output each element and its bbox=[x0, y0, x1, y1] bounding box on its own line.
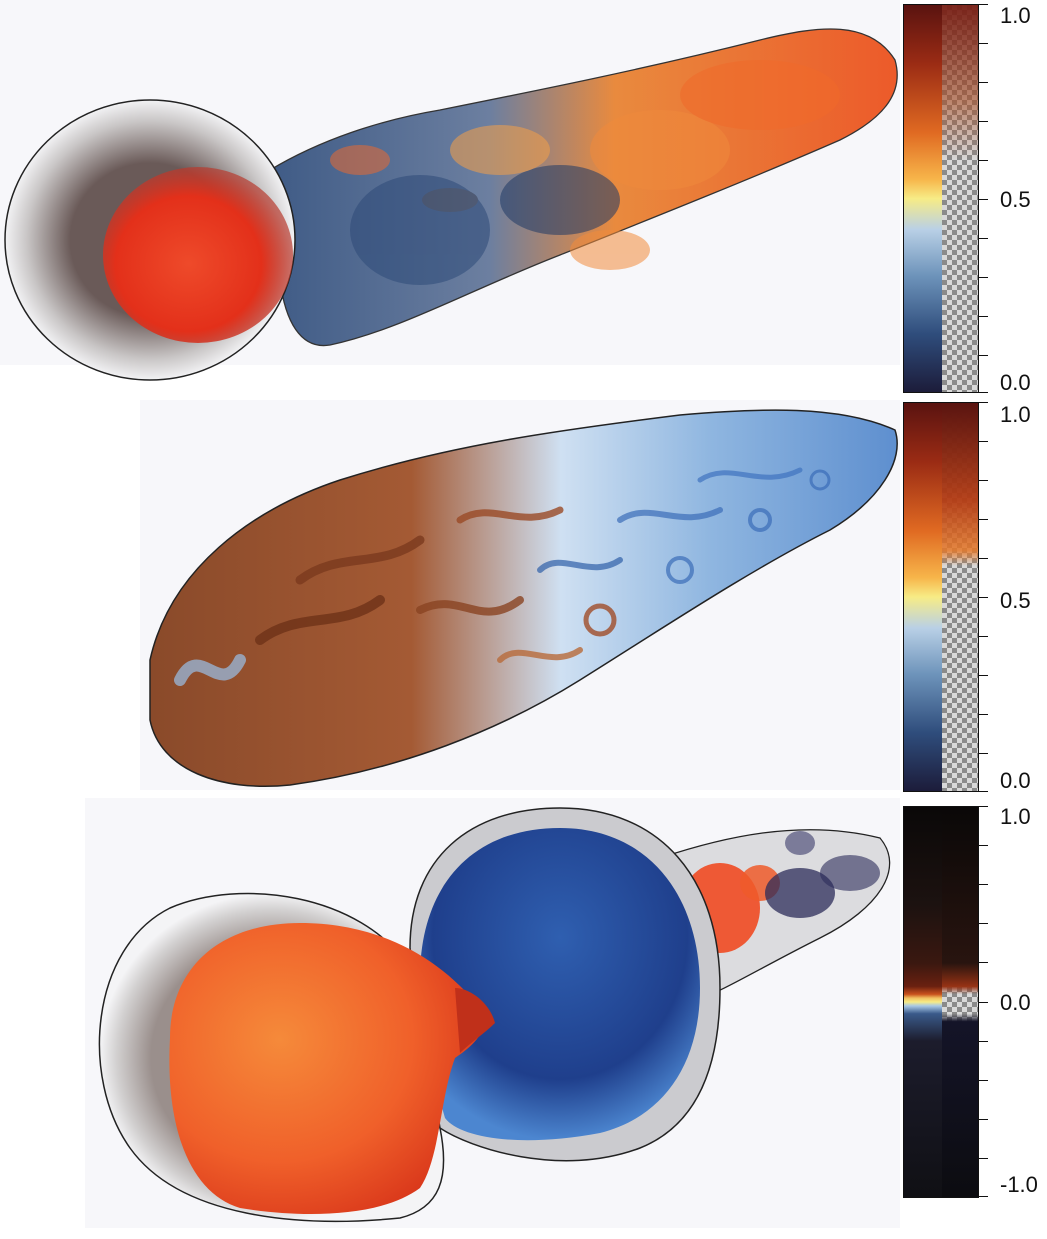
simulation-field-middle bbox=[140, 400, 900, 790]
plume-body bbox=[149, 409, 898, 787]
colorbar-middle-mid-label: 0.5 bbox=[1000, 588, 1031, 613]
contact-tongue bbox=[455, 988, 495, 1053]
panel-bottom: 1.0 0.0 -1.0 bbox=[0, 798, 1047, 1239]
blue-core bbox=[420, 828, 700, 1141]
colorbar-gradient bbox=[904, 403, 942, 791]
colorbar-bottom-mid-label: 0.0 bbox=[1000, 990, 1031, 1015]
colorbar-gradient bbox=[904, 5, 942, 392]
colorbar-bottom-max-label: 1.0 bbox=[1000, 804, 1031, 829]
colorbar-top-min-label: 0.0 bbox=[1000, 370, 1031, 395]
panel-middle: 1.0 0.5 0.0 bbox=[0, 400, 1047, 795]
vortex-texture bbox=[174, 467, 831, 686]
colorbar-middle-min-label: 0.0 bbox=[1000, 768, 1031, 793]
colorbar-top-max-label: 1.0 bbox=[1000, 3, 1031, 28]
colorbar-middle bbox=[903, 402, 979, 792]
colorbar-bottom bbox=[903, 806, 979, 1198]
orange-core bbox=[169, 923, 485, 1214]
panel-top: 1.0 0.5 0.0 bbox=[0, 0, 1047, 400]
colorbar-middle-max-label: 1.0 bbox=[1000, 402, 1031, 427]
plume-texture bbox=[330, 60, 840, 285]
colorbar-opacity-strip bbox=[942, 807, 978, 1197]
colorbar-opacity-strip bbox=[942, 5, 978, 392]
dense-core bbox=[103, 167, 293, 343]
colorbar-top-mid-label: 0.5 bbox=[1000, 187, 1031, 212]
colorbar-top bbox=[903, 4, 979, 393]
simulation-field-top bbox=[0, 0, 900, 381]
colorbar-opacity-strip bbox=[942, 403, 978, 791]
colorbar-bottom-min-label: -1.0 bbox=[1000, 1172, 1038, 1197]
colorbar-gradient bbox=[904, 807, 942, 1197]
simulation-field-bottom bbox=[85, 798, 900, 1228]
